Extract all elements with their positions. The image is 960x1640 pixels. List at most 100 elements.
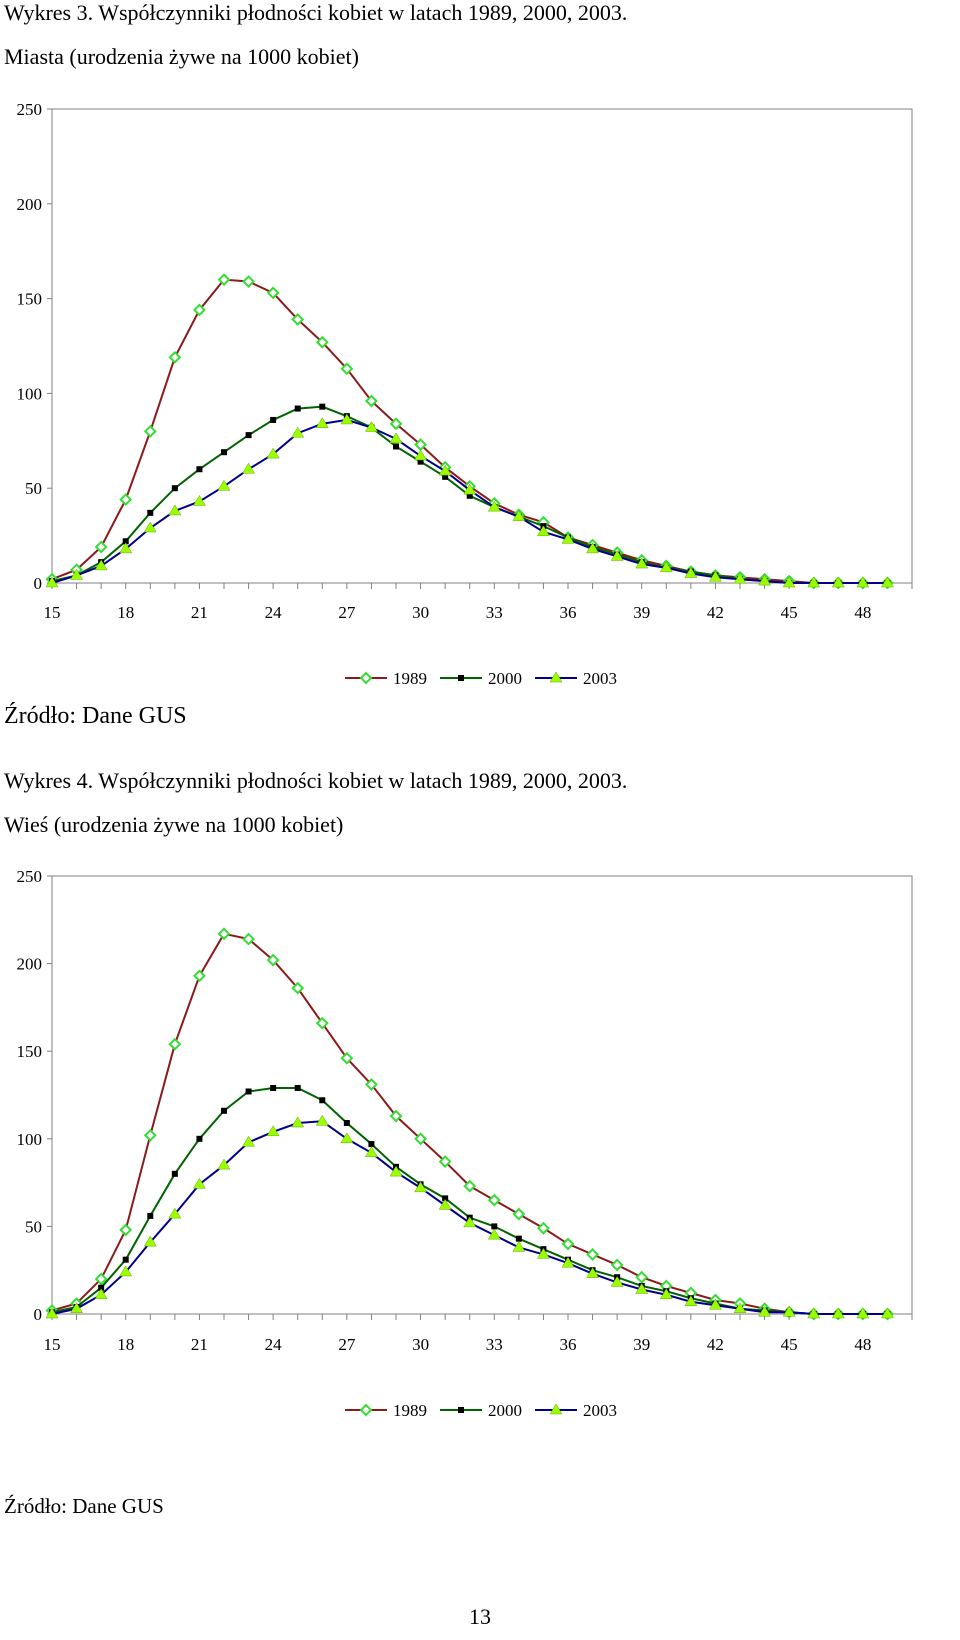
- point-1989: [119, 493, 133, 506]
- y-tick-label: 250: [17, 100, 43, 119]
- x-tick-label: 45: [781, 603, 798, 622]
- point-2003: [610, 1275, 624, 1287]
- point-1989: [193, 303, 206, 317]
- point-2000: [171, 1170, 178, 1177]
- x-tick-label: 36: [560, 603, 577, 622]
- point-2000: [196, 466, 203, 473]
- point-2003: [266, 1125, 280, 1137]
- point-1989: [340, 362, 354, 376]
- x-tick-label: 48: [854, 603, 871, 622]
- point-2003: [487, 500, 501, 512]
- point-1989: [340, 1051, 354, 1065]
- point-2003: [389, 432, 403, 444]
- legend-marker: [458, 675, 464, 681]
- point-1989: [414, 1132, 427, 1146]
- chart-2-source: Źródło: Dane GUS: [4, 1494, 164, 1518]
- point-2003: [733, 572, 747, 584]
- point-2000: [294, 1084, 301, 1091]
- point-2003: [242, 1135, 256, 1147]
- point-2003: [684, 567, 698, 578]
- point-2003: [192, 1177, 206, 1189]
- point-2003: [659, 561, 673, 573]
- point-2000: [270, 416, 277, 423]
- point-2003: [807, 576, 821, 588]
- point-2000: [147, 1212, 154, 1219]
- y-tick-label: 50: [25, 1217, 42, 1236]
- point-2003: [291, 1116, 305, 1128]
- point-2000: [442, 473, 449, 480]
- series-2000: [49, 403, 891, 586]
- point-2003: [45, 576, 59, 588]
- point-1989: [365, 1078, 378, 1091]
- point-1989: [512, 1207, 526, 1221]
- point-2000: [270, 1084, 277, 1091]
- x-tick-label: 33: [486, 603, 503, 622]
- point-2003: [880, 1307, 894, 1319]
- legend-entry-1989: 1989: [345, 1401, 427, 1420]
- point-2003: [315, 417, 329, 428]
- point-2003: [217, 1158, 231, 1170]
- chart-2-wies: 0 50 100 150 200 250 15 18 21 24 27 30 33 36 39 42 45 48 1…: [17, 867, 913, 1420]
- point-1989: [389, 1109, 403, 1123]
- point-2003: [610, 549, 624, 561]
- chart-1-heading-line-2: Miasta (urodzenia żywe na 1000 kobiet): [4, 44, 359, 69]
- point-2000: [221, 449, 227, 456]
- point-2003: [242, 462, 256, 474]
- point-2000: [343, 1120, 350, 1127]
- point-2003: [70, 1302, 84, 1313]
- x-tick-label: 30: [412, 603, 429, 622]
- point-2000: [393, 443, 399, 450]
- x-tick-label: 36: [560, 1335, 577, 1354]
- x-tick-label: 30: [412, 1335, 429, 1354]
- series-2003: [45, 1114, 894, 1319]
- x-tick-label: 27: [338, 603, 356, 622]
- point-1989: [193, 969, 206, 983]
- point-2000: [245, 1088, 252, 1095]
- point-2003: [94, 559, 108, 571]
- point-2000: [245, 432, 252, 439]
- point-1989: [168, 1037, 182, 1051]
- y-tick-label: 100: [17, 384, 43, 403]
- point-2003: [512, 510, 526, 521]
- point-2003: [659, 1288, 673, 1299]
- chart-2-heading-line-1: Wykres 4. Współczynniki płodności kobiet…: [4, 768, 628, 793]
- point-2003: [438, 464, 452, 476]
- plot-area: [51, 108, 913, 584]
- y-tick-label: 50: [25, 479, 42, 498]
- legend-entry-2000: 2000: [440, 669, 522, 688]
- x-tick-label: 27: [338, 1335, 356, 1354]
- legend-marker: [359, 671, 373, 685]
- point-2003: [266, 447, 280, 459]
- point-2000: [491, 1223, 498, 1230]
- point-2003: [684, 1295, 698, 1306]
- x-tick-label: 48: [854, 1335, 871, 1354]
- point-2000: [442, 1195, 449, 1202]
- point-2000: [294, 405, 301, 412]
- x-tick-label: 45: [781, 1335, 798, 1354]
- x-tick-label: 18: [117, 1335, 134, 1354]
- legend-entry-2000: 2000: [440, 1401, 522, 1420]
- point-2003: [635, 1282, 649, 1294]
- point-1989: [635, 1270, 649, 1284]
- page-number: 13: [469, 1604, 491, 1629]
- point-2000: [122, 538, 129, 545]
- point-2003: [119, 1265, 133, 1277]
- point-2003: [536, 1247, 550, 1259]
- legend-label: 1989: [393, 1401, 427, 1420]
- series-line-2003: [51, 418, 888, 584]
- chart-1-miasta: 0 50 100 150 200 250 15 18 21 24 27 30 33 36 39 42 45 48 1…: [17, 100, 913, 688]
- point-1989: [610, 1258, 624, 1272]
- chart-1-source: Źródło: Dane GUS: [4, 703, 187, 729]
- point-2003: [536, 525, 550, 537]
- point-1989: [217, 273, 231, 287]
- point-1989: [242, 275, 255, 288]
- point-2003: [463, 483, 477, 495]
- y-tick-label: 200: [17, 195, 43, 214]
- point-2003: [315, 1114, 329, 1126]
- point-1989: [242, 932, 255, 946]
- point-1989: [143, 1128, 157, 1142]
- x-tick-label: 24: [265, 1335, 283, 1354]
- point-2003: [340, 413, 354, 425]
- y-tick-label: 0: [34, 574, 43, 593]
- point-2003: [364, 1146, 378, 1158]
